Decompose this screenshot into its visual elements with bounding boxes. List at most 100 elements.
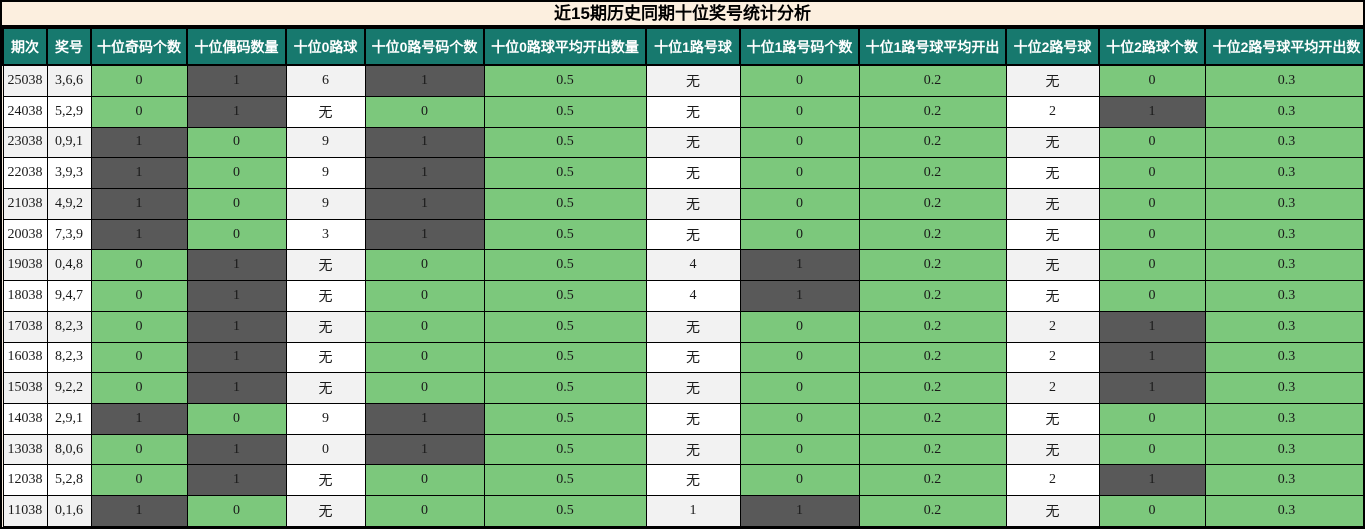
table-cell: 1 [90, 188, 188, 220]
column-header-11: 十位2路号球 [1005, 27, 1100, 66]
table-cell: 0.2 [858, 464, 1007, 497]
table-cell: 0 [364, 464, 485, 497]
table-cell: 无 [285, 372, 366, 404]
column-header-6: 十位0路号码个数 [364, 27, 485, 66]
column-header-1: 期次 [2, 27, 48, 66]
stats-table: 期次 奖号 十位奇码个数 十位偶码数量 十位0路球 十位0路号码个数 十位0路球平均开出数量… [2, 27, 1363, 527]
table-row: 24038 5,2,9 0 1 无 0 0.5 无 0 0.2 2 1 0.3 [2, 95, 1363, 128]
table-cell: 0 [364, 95, 485, 128]
table-cell: 0 [739, 372, 860, 404]
table-cell: 1 [90, 495, 188, 527]
table-cell: 17038 [2, 310, 48, 343]
table-cell: 无 [285, 495, 366, 527]
table-row: 13038 8,0,6 0 1 0 1 0.5 无 0 0.2 无 0 0.3 [2, 433, 1363, 466]
table-cell: 0.5 [483, 95, 647, 128]
table-cell: 1 [1098, 341, 1206, 374]
table-cell: 1 [645, 495, 741, 527]
table-cell: 无 [1005, 188, 1100, 220]
table-cell: 0.2 [858, 310, 1007, 343]
table-cell: 0 [90, 310, 188, 343]
table-cell: 1 [739, 249, 860, 282]
table-cell: 无 [1005, 495, 1100, 527]
table-cell: 0 [90, 95, 188, 128]
table-cell: 7,3,9 [46, 218, 92, 251]
table-cell: 12038 [2, 464, 48, 497]
table-cell: 无 [645, 341, 741, 374]
table-cell: 20038 [2, 218, 48, 251]
table-cell: 5,2,9 [46, 95, 92, 128]
table-row: 17038 8,2,3 0 1 无 0 0.5 无 0 0.2 2 1 0.3 [2, 310, 1363, 343]
table-cell: 0 [1098, 280, 1206, 312]
table-cell: 0 [364, 341, 485, 374]
column-header-4: 十位偶码数量 [186, 27, 287, 66]
table-cell: 1 [90, 402, 188, 435]
table-cell: 2,9,1 [46, 402, 92, 435]
table-cell: 0 [1098, 188, 1206, 220]
table-cell: 0.3 [1204, 372, 1363, 404]
table-cell: 1 [186, 372, 287, 404]
table-cell: 2 [1005, 464, 1100, 497]
table-cell: 无 [285, 464, 366, 497]
table-cell: 4 [645, 249, 741, 282]
table-cell: 无 [645, 310, 741, 343]
table-row: 23038 0,9,1 1 0 9 1 0.5 无 0 0.2 无 0 0.3 [2, 126, 1363, 159]
table-cell: 0 [1098, 157, 1206, 190]
table-cell: 0 [186, 495, 287, 527]
table-cell: 1 [1098, 310, 1206, 343]
table-cell: 0 [186, 188, 287, 220]
table-cell: 1 [1098, 372, 1206, 404]
table-cell: 0.5 [483, 218, 647, 251]
column-header-13: 十位2路号球平均开出数 [1204, 27, 1363, 66]
table-cell: 8,2,3 [46, 341, 92, 374]
table-cell: 0.5 [483, 64, 647, 97]
header-row: 期次 奖号 十位奇码个数 十位偶码数量 十位0路球 十位0路号码个数 十位0路球平均开出数量… [2, 27, 1363, 66]
table-cell: 2 [1005, 372, 1100, 404]
table-cell: 无 [285, 341, 366, 374]
table-cell: 1 [186, 464, 287, 497]
table-cell: 0 [739, 218, 860, 251]
table-cell: 0 [739, 341, 860, 374]
table-cell: 25038 [2, 64, 48, 97]
table-cell: 无 [645, 188, 741, 220]
table-cell: 2 [1005, 341, 1100, 374]
table-cell: 0 [1098, 64, 1206, 97]
table-cell: 无 [1005, 157, 1100, 190]
table-cell: 1 [1098, 464, 1206, 497]
table-cell: 3 [285, 218, 366, 251]
table-cell: 1 [90, 218, 188, 251]
table-cell: 0.2 [858, 372, 1007, 404]
table-cell: 0.3 [1204, 310, 1363, 343]
table-cell: 0.3 [1204, 495, 1363, 527]
column-header-8: 十位1路号球 [645, 27, 741, 66]
table-cell: 1 [186, 64, 287, 97]
table-cell: 无 [1005, 218, 1100, 251]
column-header-2: 奖号 [46, 27, 92, 66]
table-cell: 0.5 [483, 372, 647, 404]
table-cell: 无 [645, 157, 741, 190]
table-cell: 0 [364, 249, 485, 282]
table-cell: 0,4,8 [46, 249, 92, 282]
table-cell: 无 [645, 433, 741, 466]
table-cell: 无 [645, 372, 741, 404]
table-cell: 19038 [2, 249, 48, 282]
table-cell: 1 [90, 157, 188, 190]
table-cell: 0 [90, 64, 188, 97]
table-cell: 1 [364, 126, 485, 159]
table-row: 16038 8,2,3 0 1 无 0 0.5 无 0 0.2 2 1 0.3 [2, 341, 1363, 374]
table-cell: 1 [186, 341, 287, 374]
table-cell: 0.5 [483, 402, 647, 435]
table-cell: 0 [90, 341, 188, 374]
table-cell: 0 [364, 372, 485, 404]
table-cell: 0 [739, 433, 860, 466]
table-cell: 无 [1005, 402, 1100, 435]
table-cell: 无 [645, 218, 741, 251]
table-cell: 4 [645, 280, 741, 312]
table-cell: 0 [739, 310, 860, 343]
table-cell: 0 [1098, 402, 1206, 435]
table-cell: 0 [186, 126, 287, 159]
table-cell: 无 [645, 126, 741, 159]
table-cell: 0.5 [483, 495, 647, 527]
table-cell: 13038 [2, 433, 48, 466]
table-cell: 0.5 [483, 126, 647, 159]
